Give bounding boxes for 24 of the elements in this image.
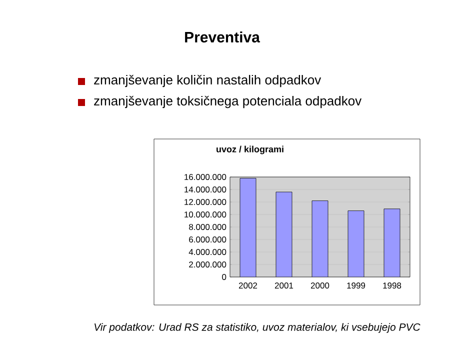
bar (312, 200, 328, 277)
text: zmanjševanje toksičnega potenciala odpadkov (94, 96, 362, 108)
text: Vir podatkov: Urad RS za statistiko, uvoz materialov, ki vsebujejo PVC (94, 323, 420, 333)
x-tick-label: 2001 (274, 282, 294, 289)
x-tick-label: 1999 (347, 282, 366, 289)
bar (276, 192, 292, 277)
chart-title: Preventiva (185, 31, 260, 42)
bar (348, 210, 364, 277)
x-tick-label: 2002 (238, 282, 258, 289)
y-tick-label: 0 (222, 274, 226, 280)
y-tick-label: 2.000.000 (189, 261, 226, 268)
x-tick-label: 1998 (383, 282, 402, 289)
bar (384, 208, 400, 277)
y-tick-label: 10.000.000 (184, 211, 226, 218)
y-tick-label: 14.000.000 (184, 186, 226, 192)
y-tick-label: 4.000.000 (188, 248, 226, 255)
y-tick-label: 8.000.000 (189, 224, 226, 230)
text: zmanjševanje količin nastalih odpadkov (94, 74, 322, 88)
x-tick-label: 2000 (310, 282, 330, 289)
y-tick-label: 6.000.000 (189, 236, 226, 242)
y-tick-label: 12.000.000 (184, 198, 226, 205)
bar (240, 178, 256, 277)
y-tick-label: 16.000.000 (184, 174, 226, 180)
chart-subtitle: uvoz / kilogrami (216, 146, 284, 154)
